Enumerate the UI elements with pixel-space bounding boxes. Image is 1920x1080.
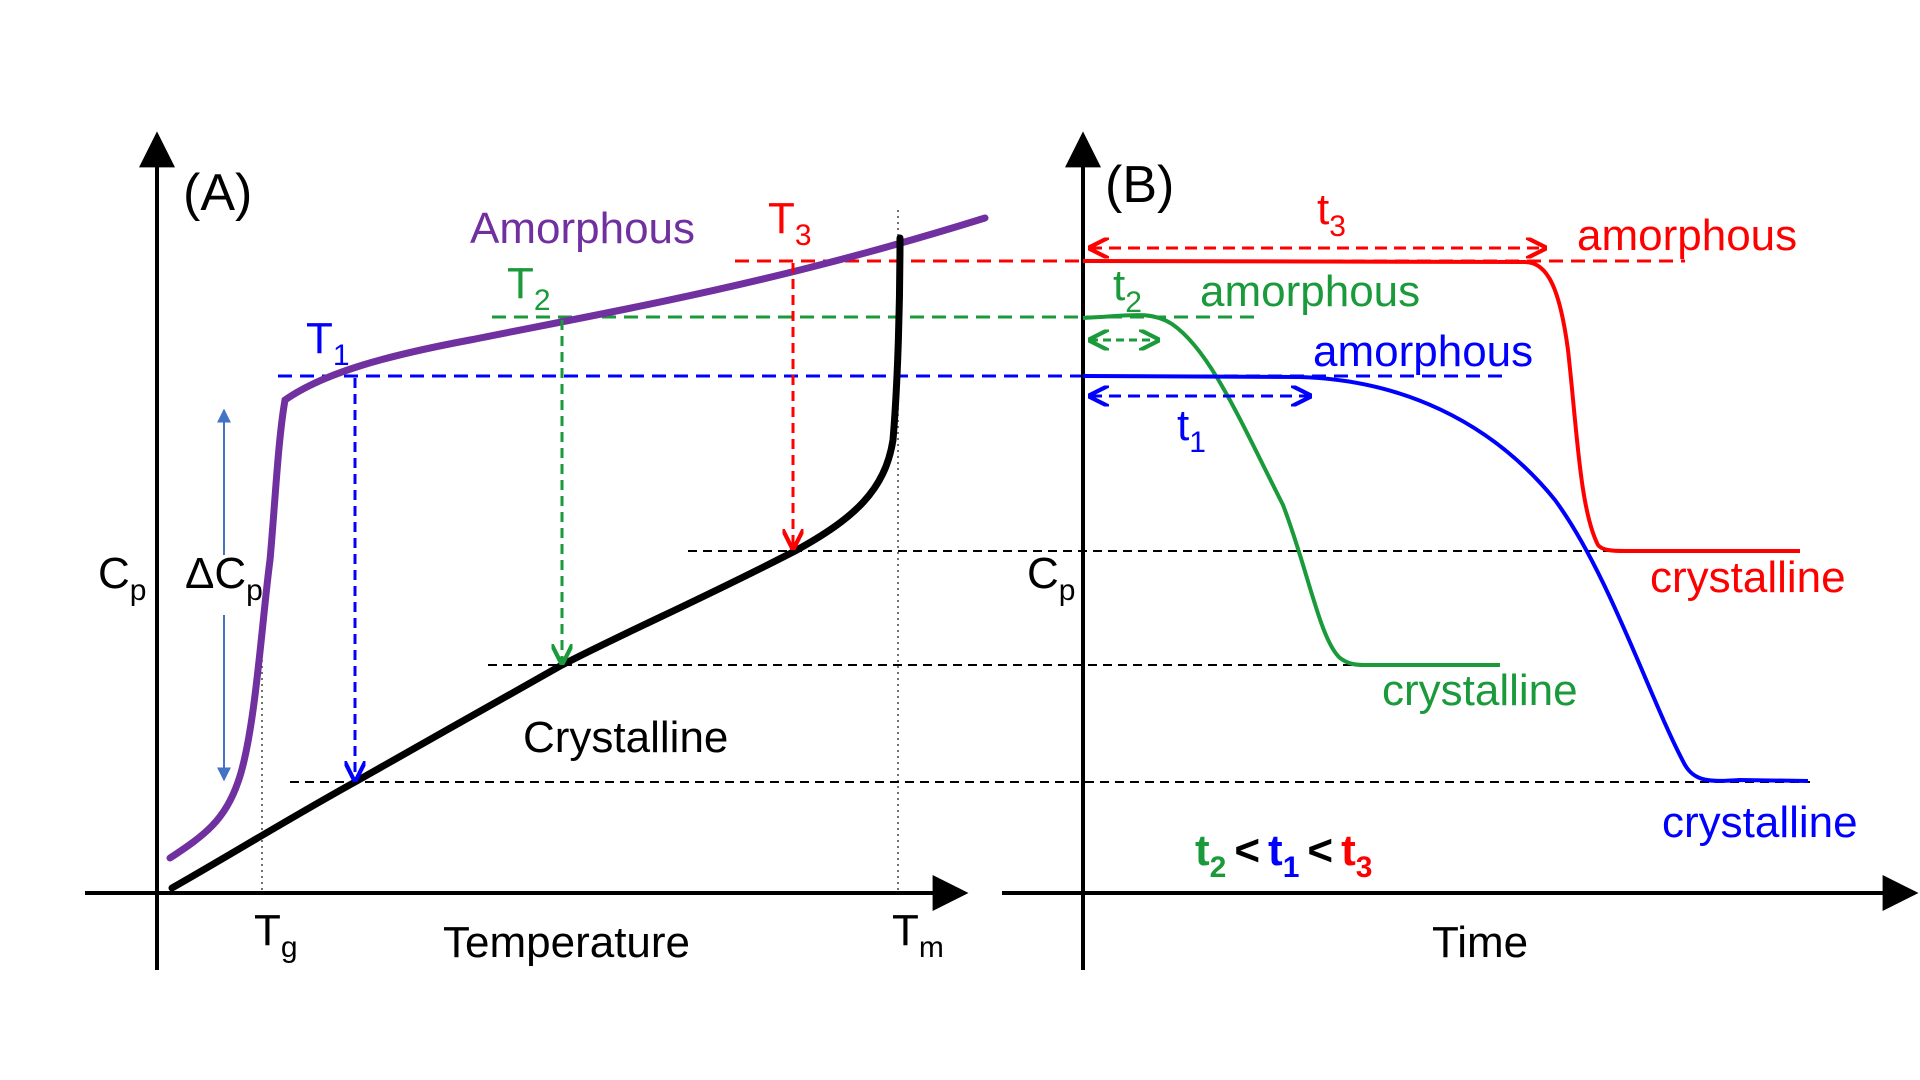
panel-b-y-axis-label: Cp (1027, 549, 1075, 607)
panel-a-x-axis-label: Temperature (443, 918, 690, 967)
t1-label: T1 (306, 314, 350, 372)
time-inequality: t2 < t1 < t3 (1195, 826, 1372, 884)
panel-b-label: (B) (1105, 156, 1174, 214)
panel-a: (A) Amorphous Crystalline T3 T2 T1 Cp ΔC… (85, 131, 1810, 970)
t2-label: T2 (507, 259, 551, 317)
crystalline-curve (168, 234, 904, 892)
panel-b: (B) t3 amorphous crystalline t2 amorphou… (1002, 131, 1919, 970)
t3-time-label: t3 (1317, 185, 1346, 243)
panel-b-x-axis-label: Time (1432, 918, 1528, 967)
t1-time-label: t1 (1177, 401, 1206, 459)
t3-curve (1082, 259, 1800, 553)
amorphous-curve (166, 214, 989, 862)
delta-cp-label: ΔCp (185, 549, 263, 607)
crystalline-label: Crystalline (523, 713, 728, 762)
t3-label: T3 (768, 194, 812, 252)
t1-curve (1082, 374, 1809, 783)
t2-amorphous-label: amorphous (1200, 267, 1420, 316)
amorphous-label: Amorphous (470, 204, 695, 253)
t2-curve (1082, 313, 1500, 667)
tm-label: Tm (892, 906, 944, 964)
panel-a-y-axis-label: Cp (98, 549, 146, 607)
t2-crystalline-label: crystalline (1382, 666, 1578, 715)
panel-a-label: (A) (183, 164, 252, 222)
t3-amorphous-label: amorphous (1577, 211, 1797, 260)
t1-amorphous-label: amorphous (1313, 327, 1533, 376)
t2-time-label: t2 (1113, 261, 1142, 319)
t1-crystalline-label: crystalline (1662, 798, 1858, 847)
tg-label: Tg (254, 906, 298, 964)
t3-crystalline-label: crystalline (1650, 553, 1846, 602)
